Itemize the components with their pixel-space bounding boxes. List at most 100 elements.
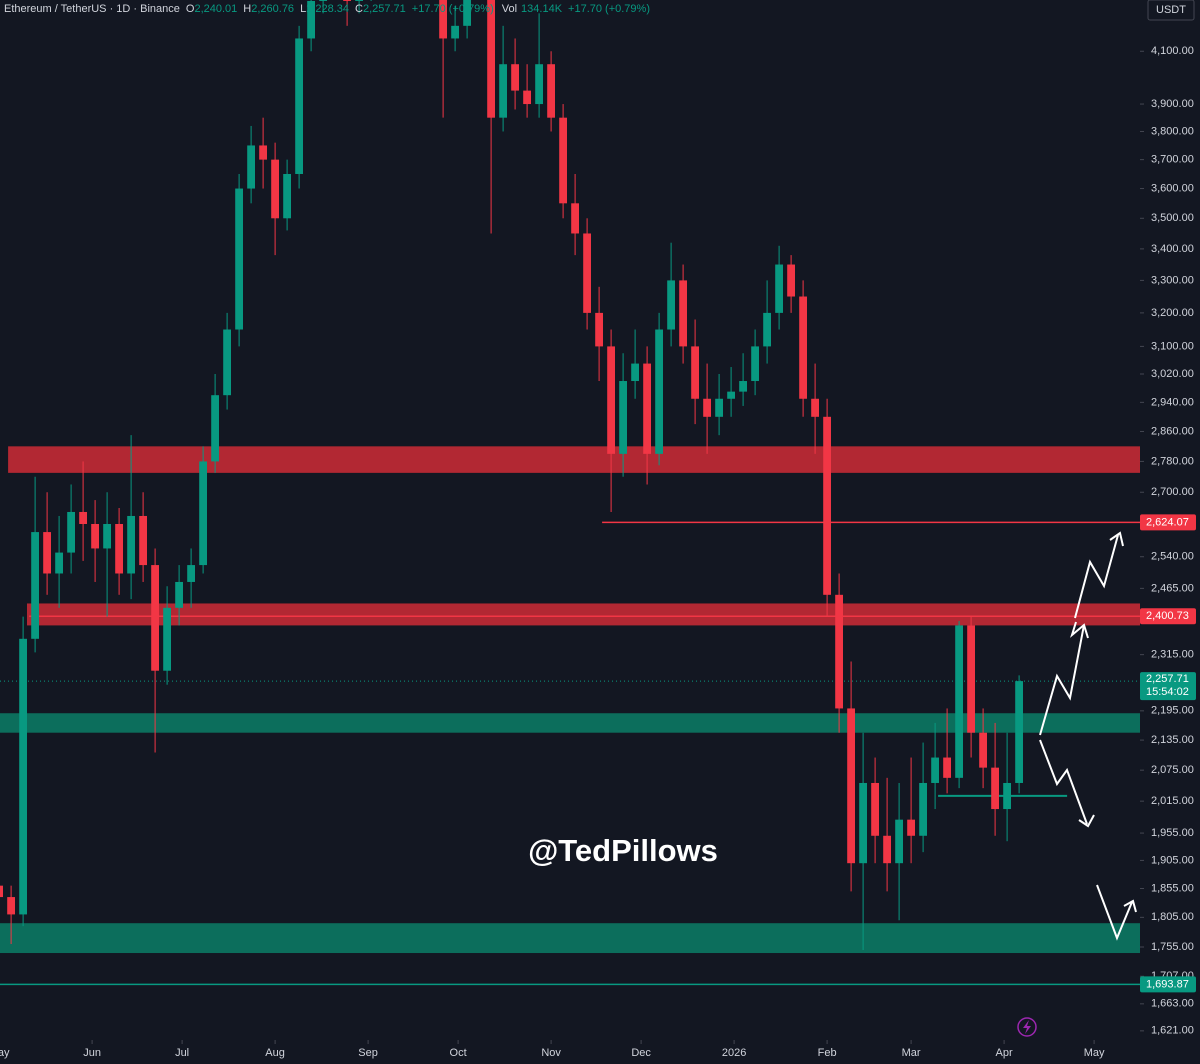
candle-body bbox=[979, 732, 987, 768]
candle-body bbox=[643, 363, 651, 454]
y-tick-label: 1,955.00 bbox=[1151, 827, 1194, 839]
y-tick-label: 3,020.00 bbox=[1151, 368, 1194, 380]
y-tick-label: 2,700.00 bbox=[1151, 486, 1194, 498]
candle-body bbox=[343, 0, 351, 1]
change: +17.70 (+0.79%) bbox=[412, 3, 494, 15]
candle-body bbox=[667, 280, 675, 330]
candle-body bbox=[295, 38, 303, 174]
candle-body bbox=[943, 757, 951, 778]
candle-body bbox=[739, 381, 747, 392]
candle-body bbox=[619, 381, 627, 454]
y-tick-label: 3,300.00 bbox=[1151, 274, 1194, 286]
ohlc-key: L bbox=[300, 3, 306, 15]
price-label-box bbox=[1140, 976, 1196, 993]
y-tick-label: 2,860.00 bbox=[1151, 425, 1194, 437]
candle-body bbox=[919, 782, 927, 836]
candle-body bbox=[991, 767, 999, 810]
drawings bbox=[1039, 531, 1137, 941]
candle-body bbox=[235, 188, 243, 330]
candle-body bbox=[583, 233, 591, 313]
candle-body bbox=[451, 25, 459, 39]
candle-body bbox=[871, 782, 879, 836]
ohlc-key: C bbox=[355, 3, 363, 15]
candle-body bbox=[931, 757, 939, 783]
arrow-head bbox=[1078, 814, 1095, 828]
candle-body bbox=[1015, 681, 1023, 783]
arrow-head bbox=[1070, 621, 1089, 639]
symbol: Ethereum / TetherUS · 1D · Binance bbox=[4, 3, 180, 15]
x-tick-label: Sep bbox=[358, 1047, 378, 1059]
candle-body bbox=[175, 581, 183, 608]
y-tick-label: 2,075.00 bbox=[1151, 764, 1194, 776]
candle-body bbox=[151, 565, 159, 671]
candle-body bbox=[187, 565, 195, 582]
y-tick-label: 4,100.00 bbox=[1151, 45, 1194, 57]
candle-body bbox=[463, 0, 471, 26]
candle-body bbox=[511, 64, 519, 91]
currency-box[interactable] bbox=[1147, 0, 1195, 21]
candle-body bbox=[79, 511, 87, 524]
ohlc-value: 2,240.01 bbox=[194, 3, 237, 15]
candle-body bbox=[91, 523, 99, 549]
candle-body bbox=[67, 511, 75, 553]
arrow-head bbox=[1123, 899, 1137, 913]
ohlc-key: O bbox=[186, 3, 195, 15]
candle-body bbox=[499, 64, 507, 118]
candle-body bbox=[571, 203, 579, 234]
candle-body bbox=[799, 296, 807, 399]
x-tick-label: Jun bbox=[83, 1047, 101, 1059]
candle-body bbox=[595, 312, 603, 347]
candle-body bbox=[523, 90, 531, 105]
candle-body bbox=[163, 607, 171, 671]
price-label: 1,693.87 bbox=[1146, 978, 1189, 990]
y-tick-label: 3,800.00 bbox=[1151, 125, 1194, 137]
y-tick-label: 3,100.00 bbox=[1151, 340, 1194, 352]
currency[interactable]: USDT bbox=[1156, 4, 1186, 16]
y-tick-label: 1,663.00 bbox=[1151, 998, 1194, 1010]
candle-body bbox=[247, 145, 255, 189]
arrow-head bbox=[1109, 531, 1124, 547]
candle-body bbox=[967, 625, 975, 733]
arrow bbox=[1039, 739, 1088, 825]
candle-body bbox=[559, 117, 567, 204]
volume-change: +17.70 (+0.79%) bbox=[568, 3, 650, 15]
candle-body bbox=[283, 173, 291, 219]
y-tick-label: 3,600.00 bbox=[1151, 182, 1194, 194]
candle-body bbox=[271, 159, 279, 219]
x-tick-label: 2026 bbox=[722, 1047, 746, 1059]
zone bbox=[8, 446, 1140, 473]
candle-body bbox=[547, 64, 555, 118]
volume-key: Vol bbox=[502, 3, 517, 15]
candle-body bbox=[655, 329, 663, 454]
watermark: @TedPillows bbox=[528, 833, 718, 868]
y-tick-label: 2,195.00 bbox=[1151, 705, 1194, 717]
y-tick-label: 2,780.00 bbox=[1151, 455, 1194, 467]
candle-body bbox=[703, 398, 711, 417]
ohlc-key: H bbox=[243, 3, 251, 15]
y-tick-label: 2,015.00 bbox=[1151, 795, 1194, 807]
candle-body bbox=[691, 346, 699, 399]
candle-body bbox=[955, 625, 963, 778]
y-tick-label: 2,465.00 bbox=[1151, 582, 1194, 594]
price-label-box bbox=[1140, 514, 1196, 531]
candle-body bbox=[307, 0, 315, 39]
x-tick-label: Mar bbox=[902, 1047, 921, 1059]
x-tick-label: Nov bbox=[541, 1047, 561, 1059]
y-tick-label: 3,500.00 bbox=[1151, 212, 1194, 224]
y-tick-label: 3,900.00 bbox=[1151, 98, 1194, 110]
legend: Ethereum / TetherUS · 1D · Binance O2,240… bbox=[4, 3, 650, 15]
candle-body bbox=[787, 264, 795, 297]
arrow bbox=[1096, 884, 1133, 941]
candle-body bbox=[895, 819, 903, 864]
price-label: 2,400.73 bbox=[1146, 610, 1189, 622]
y-tick-label: 2,135.00 bbox=[1151, 734, 1194, 746]
bolt-icon[interactable] bbox=[1017, 1017, 1037, 1037]
candle-body bbox=[715, 398, 723, 417]
candle-body bbox=[31, 532, 39, 639]
price-label-box bbox=[1140, 608, 1196, 625]
candle-body bbox=[55, 552, 63, 574]
candle-body bbox=[823, 416, 831, 595]
y-tick-label: 1,905.00 bbox=[1151, 854, 1194, 866]
